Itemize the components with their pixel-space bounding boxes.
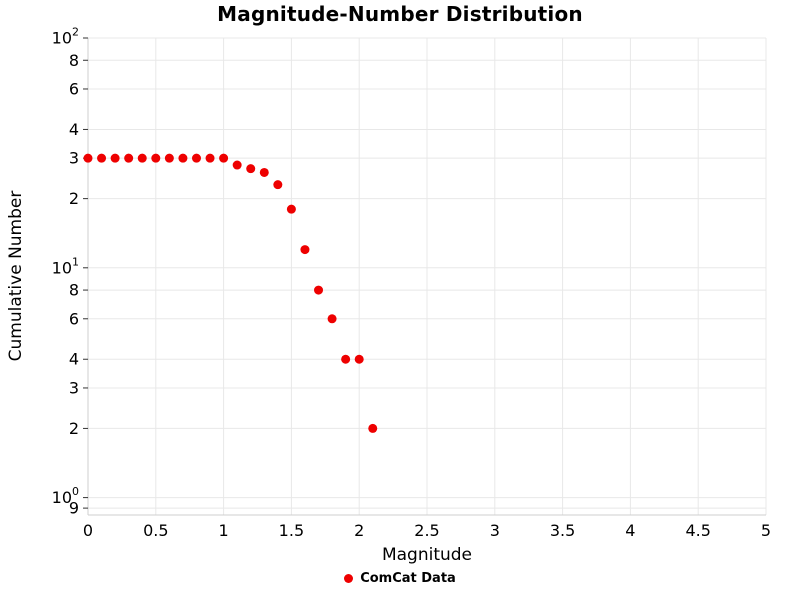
y-tick-label: 8 [69, 281, 79, 300]
x-tick-label: 0.5 [143, 521, 168, 540]
legend-label: ComCat Data [360, 571, 456, 586]
x-tick-label: 5 [761, 521, 771, 540]
data-point [151, 153, 161, 163]
data-point [232, 160, 242, 170]
data-point [97, 153, 107, 163]
y-tick-label: 8 [69, 51, 79, 70]
data-point [83, 153, 93, 163]
chart-title: Magnitude-Number Distribution [217, 2, 583, 26]
x-tick-label: 1.5 [279, 521, 304, 540]
legend-item-comcat[interactable]: ComCat Data [344, 571, 456, 586]
y-tick-label: 3 [69, 149, 79, 168]
data-point [273, 180, 283, 190]
data-point [341, 354, 351, 364]
y-tick-label: 9 [69, 499, 79, 518]
y-tick-label: 2 [69, 189, 79, 208]
data-point [314, 285, 324, 295]
y-tick-label: 100 [52, 485, 79, 507]
x-tick-label: 4.5 [685, 521, 710, 540]
y-tick-label: 102 [52, 26, 79, 48]
x-tick-label: 0 [83, 521, 93, 540]
y-tick-label: 4 [69, 350, 79, 369]
y-tick-label: 2 [69, 419, 79, 438]
y-tick-label: 101 [52, 255, 79, 277]
data-point [286, 204, 296, 214]
data-point [368, 423, 378, 433]
data-point [137, 153, 147, 163]
data-point [354, 354, 364, 364]
data-point [219, 153, 229, 163]
legend: ComCat Data [0, 571, 800, 586]
x-tick-label: 4 [625, 521, 635, 540]
data-point [110, 153, 120, 163]
data-point [191, 153, 201, 163]
data-point [178, 153, 188, 163]
x-tick-label: 2 [354, 521, 364, 540]
data-point [205, 153, 215, 163]
x-tick-label: 2.5 [414, 521, 439, 540]
x-tick-label: 3.5 [550, 521, 575, 540]
data-point [246, 164, 256, 174]
data-point [259, 167, 269, 177]
data-point [124, 153, 134, 163]
x-tick-label: 1 [219, 521, 229, 540]
x-axis-title: Magnitude [381, 545, 473, 565]
y-axis-title: Cumulative Number [6, 190, 26, 362]
y-tick-label: 4 [69, 120, 79, 139]
data-point [300, 245, 310, 255]
y-tick-label: 6 [69, 79, 79, 98]
data-point [164, 153, 174, 163]
series-marker-icon [344, 574, 354, 583]
y-tick-label: 3 [69, 378, 79, 397]
data-point [327, 314, 337, 324]
y-tick-label: 6 [69, 309, 79, 328]
x-tick-label: 3 [490, 521, 500, 540]
